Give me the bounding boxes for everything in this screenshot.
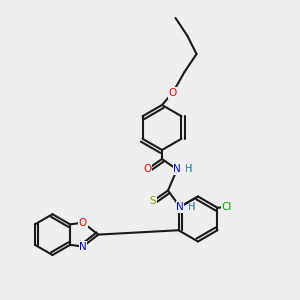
- Text: N: N: [79, 242, 87, 252]
- Text: O: O: [168, 88, 177, 98]
- Text: H: H: [185, 164, 192, 175]
- Text: N: N: [176, 202, 184, 212]
- Text: S: S: [150, 196, 156, 206]
- Text: O: O: [143, 164, 151, 175]
- Text: N: N: [176, 202, 184, 212]
- Text: O: O: [79, 218, 87, 228]
- Text: N: N: [173, 164, 181, 175]
- Text: N: N: [79, 242, 87, 252]
- Text: Cl: Cl: [221, 202, 232, 212]
- Text: Cl: Cl: [221, 202, 232, 212]
- Text: O: O: [79, 218, 87, 228]
- Text: H: H: [188, 202, 195, 212]
- Text: N: N: [173, 164, 181, 175]
- Text: O: O: [143, 164, 151, 175]
- Text: S: S: [150, 196, 156, 206]
- Text: H: H: [185, 164, 192, 175]
- Text: H: H: [188, 202, 195, 212]
- Text: O: O: [168, 88, 177, 98]
